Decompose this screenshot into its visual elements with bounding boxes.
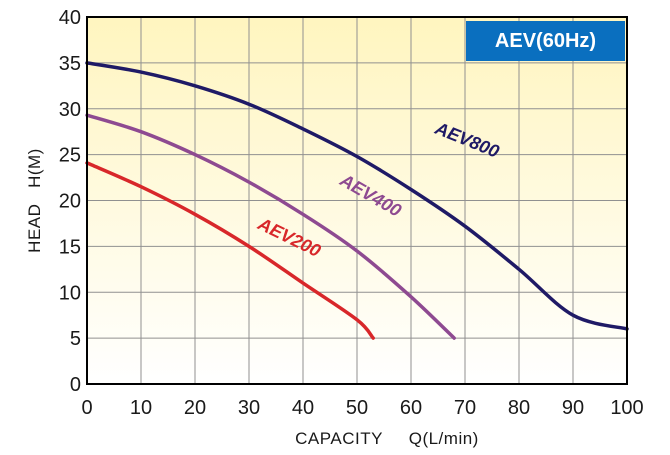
x-tick-label: 80 bbox=[508, 397, 530, 419]
y-axis-label: HEAD H(M) bbox=[25, 148, 44, 253]
y-tick-label: 25 bbox=[59, 145, 81, 167]
x-tick-label: 40 bbox=[292, 397, 314, 419]
x-axis-label: CAPACITY Q(L/min) bbox=[295, 429, 479, 448]
x-axis: 0 10 20 30 40 50 60 70 80 90 100 bbox=[81, 397, 643, 419]
x-tick-label: 100 bbox=[610, 397, 643, 419]
y-tick-label: 30 bbox=[59, 99, 81, 121]
title-box-bg bbox=[466, 21, 625, 61]
y-tick-label: 10 bbox=[59, 282, 81, 304]
plot-frame bbox=[86, 16, 628, 385]
chart-title: AEV(60Hz) bbox=[495, 30, 596, 52]
series-line-aev400 bbox=[85, 113, 456, 340]
y-tick-label: 35 bbox=[59, 53, 81, 75]
x-tick-label: 20 bbox=[184, 397, 206, 419]
x-tick-label: 0 bbox=[81, 397, 92, 419]
title-box: AEV(60Hz) bbox=[466, 21, 625, 61]
x-tick-label: 50 bbox=[346, 397, 368, 419]
y-tick-label: 0 bbox=[70, 374, 81, 396]
x-tick-label: 10 bbox=[130, 397, 152, 419]
y-axis: 0 5 10 15 20 25 30 35 40 bbox=[59, 7, 81, 396]
x-tick-label: 60 bbox=[400, 397, 422, 419]
x-tick-label: 90 bbox=[562, 397, 584, 419]
y-tick-label: 15 bbox=[59, 236, 81, 258]
x-tick-label: 70 bbox=[454, 397, 476, 419]
y-tick-label: 5 bbox=[70, 328, 81, 350]
x-tick-label: 30 bbox=[238, 397, 260, 419]
series-line-aev800 bbox=[85, 61, 629, 331]
y-tick-label: 20 bbox=[59, 191, 81, 213]
y-tick-label: 40 bbox=[59, 7, 81, 29]
series-line-aev200 bbox=[85, 161, 375, 340]
